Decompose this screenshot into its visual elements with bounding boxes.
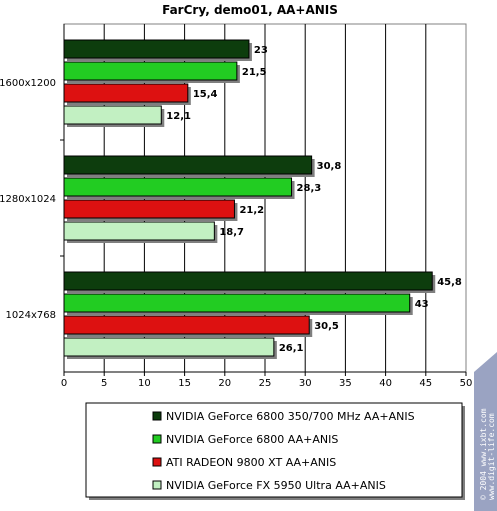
x-tick-label: 15 bbox=[178, 378, 191, 389]
x-tick-label: 35 bbox=[339, 378, 352, 389]
legend-label: ATI RADEON 9800 XT AA+ANIS bbox=[166, 456, 336, 469]
data-label: 28,3 bbox=[297, 183, 322, 194]
bar-ati-radeon-9800-xt-aa-anis-1280x1024 bbox=[63, 199, 235, 219]
data-label: 30,5 bbox=[314, 321, 339, 332]
bar-nvidia-geforce-fx-5950-ultra-aa-anis-1600x1200 bbox=[63, 105, 162, 125]
x-tick-label: 40 bbox=[379, 378, 392, 389]
bar-ati-radeon-9800-xt-aa-anis-1600x1200 bbox=[63, 83, 189, 103]
x-tick-label: 50 bbox=[460, 378, 473, 389]
bar-nvidia-geforce-fx-5950-ultra-aa-anis-1280x1024 bbox=[63, 221, 215, 241]
bar-ati-radeon-9800-xt-aa-anis-1024x768 bbox=[63, 315, 310, 335]
data-label: 30,8 bbox=[317, 161, 342, 172]
data-label: 45,8 bbox=[437, 277, 462, 288]
x-tick-label: 5 bbox=[101, 378, 107, 389]
legend-swatch bbox=[152, 411, 162, 421]
bar-nvidia-geforce-6800-aa-anis-1024x768 bbox=[63, 293, 411, 313]
plot-area: 0 5 10 15 20 25 30 35 40 45 501600x12002321,515,41… bbox=[0, 23, 473, 389]
watermark-band bbox=[474, 352, 497, 511]
legend-swatch bbox=[152, 457, 162, 467]
data-label: 15,4 bbox=[193, 89, 218, 100]
x-tick-label: 0 bbox=[61, 378, 67, 389]
legend-box bbox=[85, 402, 463, 498]
legend-swatch bbox=[152, 480, 162, 490]
legend-label: NVIDIA GeForce FX 5950 Ultra AA+ANIS bbox=[166, 479, 386, 492]
bar-nvidia-geforce-6800-350-700-mhz-aa-anis-1280x1024 bbox=[63, 155, 313, 175]
data-label: 18,7 bbox=[219, 227, 244, 238]
category-label-1024x768: 1024x768 bbox=[6, 310, 56, 321]
bar-nvidia-geforce-6800-350-700-mhz-aa-anis-1600x1200 bbox=[63, 39, 250, 59]
category-label-1280x1024: 1280x1024 bbox=[0, 194, 56, 205]
bar-nvidia-geforce-6800-350-700-mhz-aa-anis-1024x768 bbox=[63, 271, 433, 291]
data-label: 21,5 bbox=[242, 67, 267, 78]
bar-nvidia-geforce-fx-5950-ultra-aa-anis-1024x768 bbox=[63, 337, 275, 357]
chart-title: FarCry, demo01, AA+ANIS bbox=[162, 3, 338, 17]
data-label: 21,2 bbox=[239, 205, 264, 216]
x-tick-label: 20 bbox=[218, 378, 231, 389]
x-tick-label: 45 bbox=[419, 378, 432, 389]
data-label: 43 bbox=[415, 299, 429, 310]
data-label: 26,1 bbox=[279, 343, 304, 354]
data-label: 12,1 bbox=[166, 111, 191, 122]
watermark-line-1: © 2004 www.ixbt.com bbox=[479, 408, 488, 500]
bar-nvidia-geforce-6800-aa-anis-1280x1024 bbox=[63, 177, 293, 197]
x-tick-label: 10 bbox=[138, 378, 151, 389]
data-label: 23 bbox=[254, 45, 268, 56]
bar-nvidia-geforce-6800-aa-anis-1600x1200 bbox=[63, 61, 238, 81]
legend-label: NVIDIA GeForce 6800 AA+ANIS bbox=[166, 433, 338, 446]
watermark: © 2004 www.ixbt.com www.digit-life.com bbox=[474, 352, 497, 511]
legend-label: NVIDIA GeForce 6800 350/700 MHz AA+ANIS bbox=[166, 410, 415, 423]
legend: NVIDIA GeForce 6800 350/700 MHz AA+ANIS N… bbox=[85, 402, 465, 500]
category-label-1600x1200: 1600x1200 bbox=[0, 78, 56, 89]
x-tick-label: 30 bbox=[299, 378, 312, 389]
legend-swatch bbox=[152, 434, 162, 444]
watermark-line-2: www.digit-life.com bbox=[487, 413, 496, 500]
x-tick-label: 25 bbox=[259, 378, 272, 389]
